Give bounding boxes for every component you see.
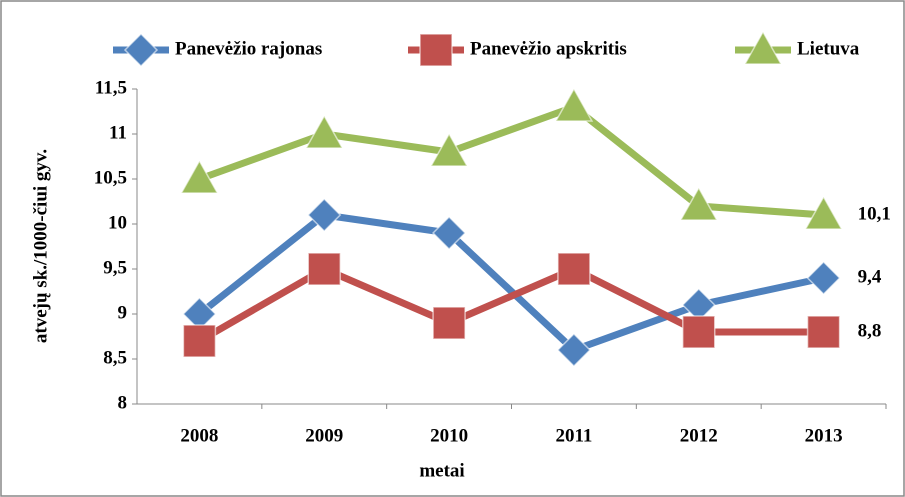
marker	[804, 195, 843, 230]
marker	[679, 186, 719, 221]
y-tick-label: 11	[109, 122, 127, 143]
x-tick-label: 2010	[430, 425, 468, 446]
marker	[432, 306, 466, 340]
x-tick-label: 2012	[680, 425, 718, 446]
legend-label: Panevėžio apskritis	[470, 38, 627, 59]
marker	[554, 87, 594, 122]
value-label: 9,4	[858, 266, 882, 287]
x-tick-label: 2008	[180, 425, 218, 446]
marker	[806, 260, 841, 296]
y-tick-label: 9	[118, 302, 128, 323]
marker	[557, 252, 591, 286]
y-tick-label: 8	[118, 392, 128, 413]
x-axis-title: metai	[419, 460, 464, 481]
marker	[429, 132, 469, 167]
x-tick-label: 2013	[805, 425, 843, 446]
y-tick-label: 8,5	[103, 347, 127, 368]
marker	[556, 332, 591, 368]
marker	[682, 315, 716, 349]
series-line	[198, 103, 824, 219]
y-axis-title: atvejų sk./1000-čiui gyv.	[30, 149, 51, 343]
y-tick-label: 9,5	[103, 257, 127, 278]
value-label: 10,1	[858, 203, 891, 224]
marker	[182, 324, 217, 358]
marker	[419, 33, 453, 67]
marker	[307, 252, 341, 286]
x-tick-label: 2009	[305, 425, 343, 446]
legend-label: Lietuva	[797, 38, 860, 59]
y-tick-label: 10	[108, 212, 127, 233]
series-line	[197, 211, 825, 354]
y-tick-label: 10,5	[94, 167, 127, 188]
y-tick-label: 11,5	[95, 77, 127, 98]
marker	[123, 32, 159, 68]
legend-label: Panevėžio rajonas	[175, 38, 322, 59]
marker	[432, 215, 467, 251]
marker	[806, 315, 841, 349]
marker	[743, 30, 783, 65]
series-line	[197, 265, 824, 345]
value-label: 8,8	[858, 320, 882, 341]
x-tick-label: 2011	[555, 425, 592, 446]
marker	[180, 159, 219, 194]
marker	[304, 114, 344, 149]
marker	[307, 197, 342, 233]
